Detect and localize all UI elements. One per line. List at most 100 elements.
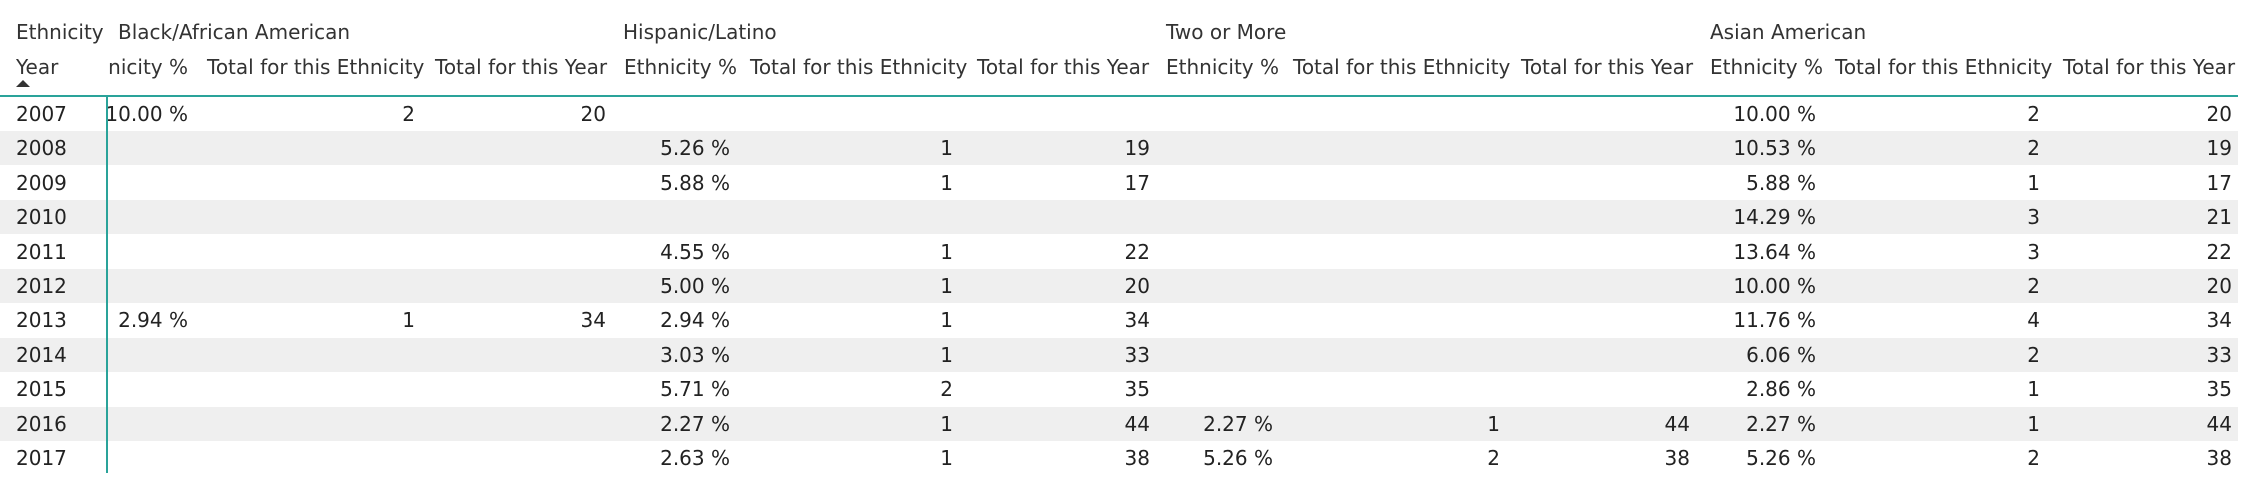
value-cell: 13.64 % (1733, 239, 1816, 264)
group-header-black-african-american: Black/African American (118, 20, 351, 44)
group-header-hispanic-latino: Hispanic/Latino (623, 20, 777, 44)
value-cell (486, 235, 606, 269)
value-cell (68, 166, 188, 200)
column-header-total-year[interactable]: Total for this Year (2063, 55, 2236, 79)
value-cell (295, 338, 415, 372)
value-cell: 5.00 % (660, 274, 730, 298)
table-row: 2013 2.94 % 1 34 2.94 % 1 34 11.76 % 4 34 (0, 303, 2238, 337)
value-cell: 5.88 % (1746, 170, 1816, 195)
value-cell: 2.94 % (118, 308, 188, 333)
value-cell: 2 (2027, 342, 2040, 367)
value-cell: 2 (940, 377, 953, 402)
row-header-divider (106, 95, 108, 473)
value-cell: 35 (1124, 377, 1150, 402)
year-column-header[interactable]: Year (16, 55, 59, 79)
value-cell: 2 (2027, 446, 2040, 470)
value-cell (1153, 200, 1273, 234)
value-cell: 2.86 % (1746, 377, 1816, 402)
column-header-ethnicity-pct[interactable]: nicity % (108, 55, 188, 79)
value-cell (68, 441, 188, 475)
value-cell (1570, 200, 1690, 234)
value-cell (1380, 372, 1500, 406)
value-cell (1380, 200, 1500, 234)
value-cell (1380, 269, 1500, 303)
value-cell (295, 372, 415, 406)
column-header-total-year[interactable]: Total for this Year (1521, 55, 1694, 79)
value-cell: 44 (2206, 411, 2232, 436)
column-header-total-year[interactable]: Total for this Year (977, 55, 1150, 79)
value-cell: 3 (2027, 239, 2040, 264)
column-header-ethnicity-pct[interactable]: Ethnicity % (624, 55, 737, 79)
value-cell (833, 200, 953, 234)
value-cell: 20 (1124, 274, 1150, 298)
value-cell (486, 131, 606, 165)
value-cell: 20 (2206, 102, 2232, 126)
value-cell (1570, 166, 1690, 200)
value-cell: 2.94 % (660, 308, 730, 333)
value-cell: 5.88 % (660, 170, 730, 195)
year-cell: 2010 (16, 205, 67, 230)
value-cell (486, 338, 606, 372)
value-cell: 17 (1124, 170, 1150, 195)
column-header-total-ethnicity[interactable]: Total for this Ethnicity (750, 55, 968, 79)
table-row: 2017 2.63 % 1 38 5.26 % 2 38 5.26 % 2 38 (0, 441, 2238, 475)
value-cell: 5.26 % (1746, 446, 1816, 470)
column-header-ethnicity-pct[interactable]: Ethnicity % (1166, 55, 1279, 79)
value-cell (610, 97, 730, 131)
value-cell (1153, 269, 1273, 303)
value-cell: 10.00 % (105, 102, 188, 126)
value-cell (1153, 338, 1273, 372)
value-cell (833, 97, 953, 131)
value-cell: 44 (1124, 411, 1150, 436)
value-cell: 4.55 % (660, 239, 730, 264)
table-row: 2012 5.00 % 1 20 10.00 % 2 20 (0, 269, 2238, 303)
value-cell: 38 (1664, 446, 1690, 470)
value-cell: 33 (1124, 342, 1150, 367)
value-cell: 34 (1124, 308, 1150, 333)
table-row: 2015 5.71 % 2 35 2.86 % 1 35 (0, 372, 2238, 406)
table-row: 2007 10.00 % 2 20 10.00 % 2 20 (0, 97, 2238, 131)
value-cell (1570, 131, 1690, 165)
column-header-ethnicity-pct[interactable]: Ethnicity % (1710, 55, 1823, 79)
group-header-two-or-more: Two or More (1166, 20, 1287, 44)
value-cell: 5.26 % (1203, 446, 1273, 470)
value-cell (295, 269, 415, 303)
value-cell (68, 200, 188, 234)
value-cell: 1 (2027, 411, 2040, 436)
value-cell (1570, 235, 1690, 269)
value-cell (68, 338, 188, 372)
value-cell (1570, 338, 1690, 372)
value-cell (1380, 338, 1500, 372)
column-header-total-ethnicity[interactable]: Total for this Ethnicity (207, 55, 425, 79)
column-header-total-year[interactable]: Total for this Year (435, 55, 608, 79)
value-cell: 34 (580, 308, 606, 333)
value-cell (1380, 166, 1500, 200)
year-cell: 2013 (16, 308, 67, 333)
value-cell (1153, 166, 1273, 200)
table-row: 2009 5.88 % 1 17 5.88 % 1 17 (0, 166, 2238, 200)
column-header-total-ethnicity[interactable]: Total for this Ethnicity (1835, 55, 2053, 79)
value-cell: 1 (940, 136, 953, 161)
value-cell: 2 (1487, 446, 1500, 470)
value-cell (1570, 269, 1690, 303)
value-cell: 2 (2027, 102, 2040, 126)
sort-ascending-icon[interactable] (16, 80, 30, 87)
column-header-total-ethnicity[interactable]: Total for this Ethnicity (1293, 55, 1511, 79)
value-cell: 2.27 % (1746, 411, 1816, 436)
value-cell: 2 (2027, 274, 2040, 298)
value-cell (1153, 235, 1273, 269)
value-cell: 1 (2027, 170, 2040, 195)
value-cell: 1 (940, 239, 953, 264)
table-row: 2014 3.03 % 1 33 6.06 % 2 33 (0, 337, 2238, 372)
value-cell (486, 200, 606, 234)
value-cell: 2.27 % (660, 411, 730, 436)
value-cell: 10.00 % (1733, 274, 1816, 298)
value-cell (295, 166, 415, 200)
value-cell (1153, 372, 1273, 406)
value-cell (68, 131, 188, 165)
value-cell (610, 200, 730, 234)
value-cell: 1 (940, 446, 953, 470)
value-cell: 17 (2206, 170, 2232, 195)
value-cell (486, 372, 606, 406)
